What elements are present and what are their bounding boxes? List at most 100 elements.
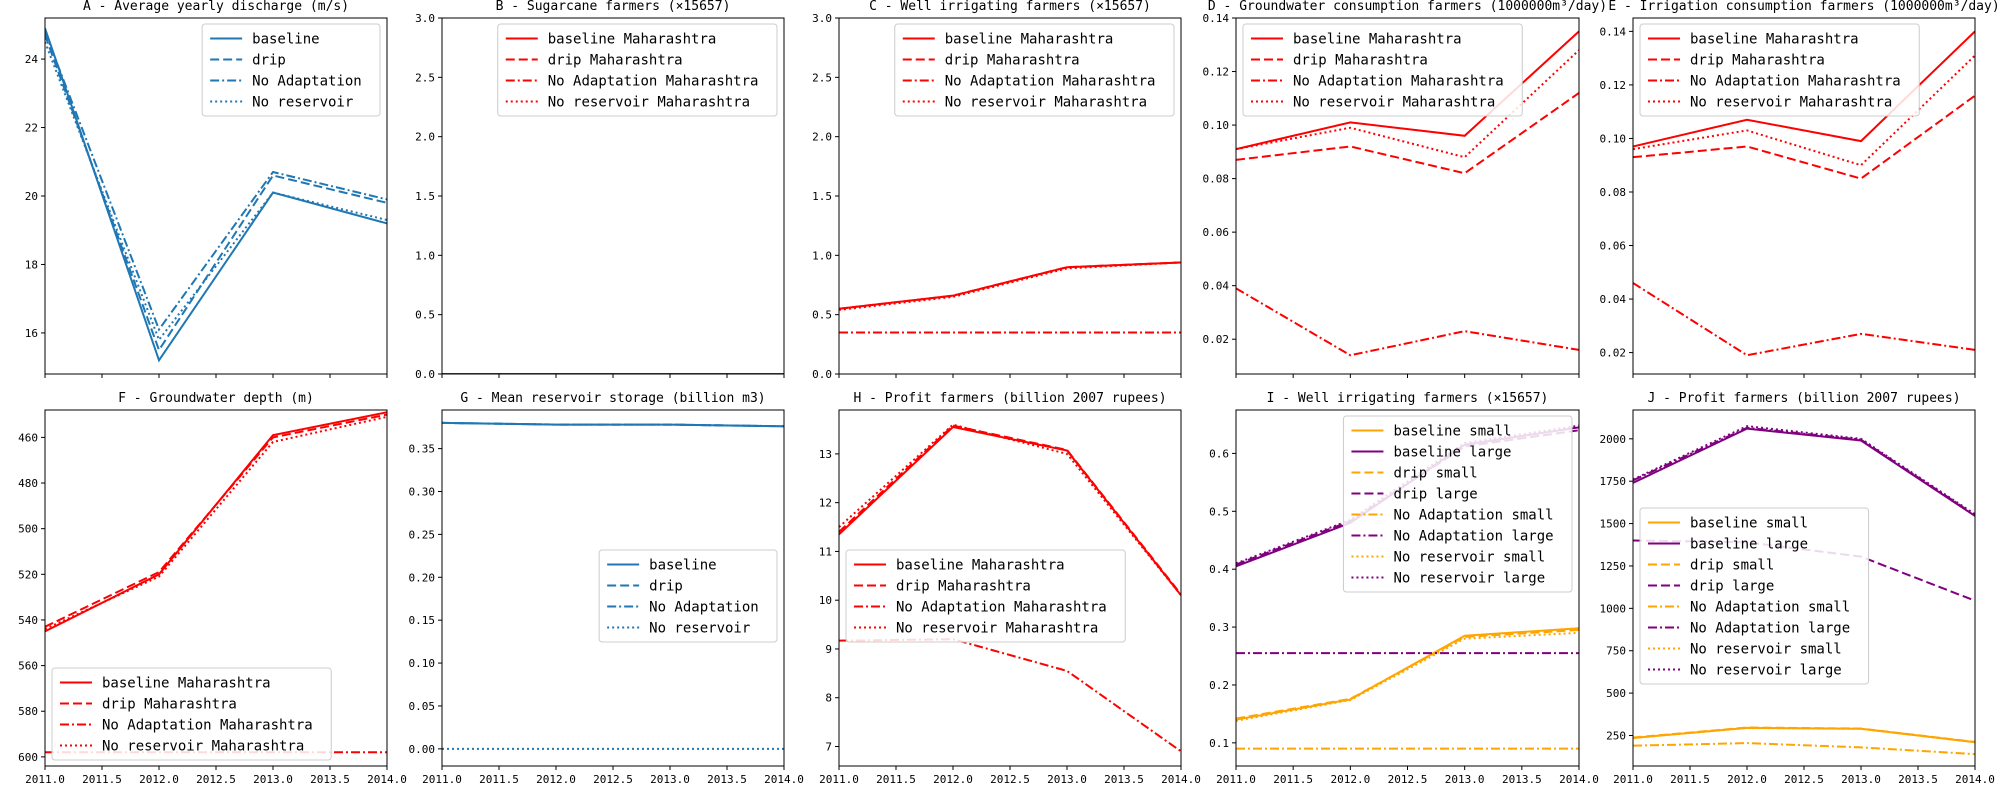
legend-label: drip Maharashtra — [548, 53, 683, 69]
y-tick-label: 16 — [25, 327, 38, 340]
panel-title: I - Well irrigating farmers (×15657) — [1267, 391, 1549, 406]
panel-d: D - Groundwater consumption farmers (100… — [1203, 0, 1607, 378]
y-tick-label: 2000 — [1600, 433, 1627, 446]
x-tick-label: 2011.5 — [1273, 773, 1313, 786]
legend: baseline Maharashtra drip Maharashtra No A… — [894, 23, 1175, 117]
series-line-drip — [45, 34, 387, 353]
legend-box — [598, 549, 778, 643]
series-line-drip-maharashtra — [839, 424, 1181, 595]
x-tick-label: 2012.0 — [139, 773, 179, 786]
y-tick-label: 0.02 — [1203, 333, 1230, 346]
x-tick-label: 2011.5 — [82, 773, 122, 786]
x-tick-label: 2012.5 — [196, 773, 236, 786]
y-tick-label: 1250 — [1600, 560, 1627, 573]
legend-label: No reservoir small — [1393, 550, 1545, 566]
series-line-no-reservoir-large — [1633, 425, 1975, 516]
y-tick-label: 1.0 — [415, 249, 435, 262]
y-tick-label: 0.02 — [1600, 347, 1627, 360]
y-tick-label: 0.04 — [1600, 293, 1627, 306]
series-line-no-adaptation — [442, 421, 784, 428]
x-tick-label: 2013.5 — [1104, 773, 1144, 786]
panel-title: G - Mean reservoir storage (billion m3) — [460, 391, 765, 406]
y-tick-label: 0.3 — [1209, 621, 1229, 634]
y-tick-label: 0.10 — [1203, 119, 1230, 132]
legend-label: No Adaptation Maharashtra — [896, 600, 1107, 616]
y-tick-label: 1500 — [1600, 518, 1627, 531]
x-tick-label: 2013.5 — [707, 773, 747, 786]
y-tick-label: 0.35 — [409, 443, 436, 456]
legend-label: No reservoir small — [1690, 642, 1842, 658]
axes-frame — [441, 17, 785, 375]
y-tick-label: 500 — [18, 523, 38, 536]
legend-label: drip small — [1393, 466, 1477, 482]
y-tick-label: 0.6 — [1209, 447, 1229, 460]
panel-a: A - Average yearly discharge (m/s) 16 18 20… — [25, 0, 388, 378]
series-group — [442, 421, 784, 750]
panel-g: G - Mean reservoir storage (billion m3) 0… — [409, 391, 804, 786]
legend-box — [497, 23, 778, 117]
legend-label: No reservoir Maharashtra — [102, 739, 304, 755]
y-tick-label: 0.4 — [1209, 563, 1229, 576]
legend-label: baseline large — [1690, 537, 1808, 553]
y-tick-label: 0.10 — [409, 657, 436, 670]
y-tick-label: 18 — [25, 258, 38, 271]
legend-label: drip Maharashtra — [945, 53, 1080, 69]
legend-label: No reservoir Maharashtra — [1690, 95, 1892, 111]
y-tick-label: 520 — [18, 568, 38, 581]
legend-label: baseline — [252, 32, 319, 48]
legend-label: No Adaptation small — [1690, 600, 1850, 616]
series-group — [839, 261, 1181, 334]
y-tick-label: 0.5 — [1209, 505, 1229, 518]
y-tick-label: 540 — [18, 614, 38, 627]
legend-box — [1342, 415, 1573, 593]
legend-box — [1639, 23, 1920, 117]
legend-label: No Adaptation large — [1690, 621, 1850, 637]
y-tick-label: 0.30 — [409, 485, 436, 498]
x-tick-label: 2014.0 — [1955, 773, 1995, 786]
legend-label: baseline Maharashtra — [1690, 32, 1859, 48]
panel-title: A - Average yearly discharge (m/s) — [83, 0, 349, 14]
y-tick-label: 2.5 — [415, 71, 435, 84]
panel-b: B - Sugarcane farmers (×15657) 0.0 0.5 1.0 1… — [415, 0, 785, 381]
y-tick-label: 1.0 — [812, 249, 832, 262]
legend: baseline Maharashtra drip Maharashtra No A… — [497, 23, 778, 117]
y-tick-label: 0.12 — [1600, 79, 1627, 92]
x-tick-label: 2013.0 — [1445, 773, 1485, 786]
y-tick-label: 3.0 — [812, 12, 832, 25]
y-tick-label: 600 — [18, 751, 38, 764]
y-tick-label: 0.14 — [1203, 12, 1230, 25]
legend-label: No Adaptation Maharashtra — [1293, 74, 1504, 90]
legend-label: No Adaptation Maharashtra — [1690, 74, 1901, 90]
x-tick-label: 2011.0 — [819, 773, 859, 786]
axes-frame — [1632, 17, 1976, 375]
legend: baseline Maharashtra drip Maharashtra No A… — [51, 667, 332, 761]
series-line-drip-small — [1633, 726, 1975, 743]
legend: baseline Maharashtra drip Maharashtra No A… — [845, 549, 1126, 643]
x-tick-label: 2011.5 — [1670, 773, 1710, 786]
legend-label: No reservoir — [649, 621, 750, 637]
legend-label: No reservoir Maharashtra — [896, 621, 1098, 637]
y-tick-label: 1750 — [1600, 475, 1627, 488]
legend-label: baseline Maharashtra — [896, 558, 1065, 574]
legend-label: No Adaptation Maharashtra — [102, 718, 313, 734]
legend-label: No Adaptation — [649, 600, 759, 616]
y-tick-label: 10 — [819, 594, 832, 607]
legend-label: No reservoir — [252, 95, 353, 111]
series-line-no-reservoir-maharashtra — [1633, 54, 1975, 167]
x-tick-label: 2013.5 — [1898, 773, 1938, 786]
y-tick-label: 0.06 — [1203, 226, 1230, 239]
axes-frame — [838, 17, 1182, 375]
legend-label: No Adaptation large — [1393, 529, 1553, 545]
legend-label: No reservoir Maharashtra — [945, 95, 1147, 111]
legend-label: baseline large — [1393, 445, 1511, 461]
panel-i: I - Well irrigating farmers (×15657) 0.1 0… — [1209, 391, 1599, 786]
x-tick-label: 2012.5 — [990, 773, 1030, 786]
x-tick-label: 2012.0 — [1727, 773, 1767, 786]
series-line-drip-maharashtra — [1633, 94, 1975, 180]
panel-title: B - Sugarcane farmers (×15657) — [496, 0, 731, 14]
legend-label: No Adaptation — [252, 74, 362, 90]
panel-title: F - Groundwater depth (m) — [118, 391, 314, 406]
y-tick-label: 9 — [825, 643, 832, 656]
series-line-no-reservoir-small — [1236, 631, 1579, 722]
